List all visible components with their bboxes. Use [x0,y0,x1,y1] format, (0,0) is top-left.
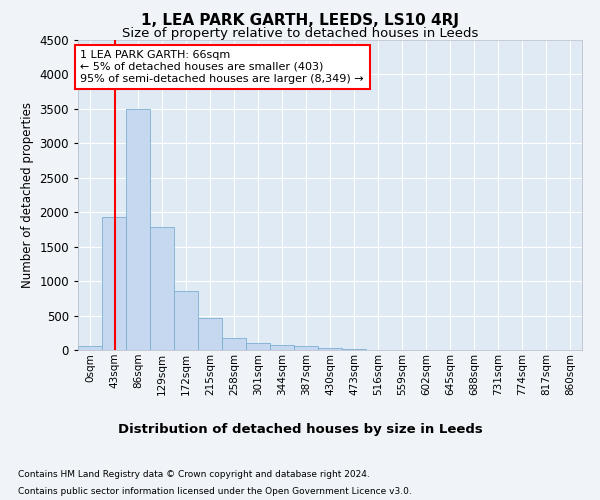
Bar [78,346,102,350]
Text: Size of property relative to detached houses in Leeds: Size of property relative to detached ho… [122,28,478,40]
Bar [246,343,270,350]
Bar [126,109,150,350]
Bar [198,318,222,350]
Bar [174,291,198,350]
Bar [102,217,126,350]
Text: Contains HM Land Registry data © Crown copyright and database right 2024.: Contains HM Land Registry data © Crown c… [18,470,370,479]
Bar [294,346,318,350]
Bar [270,345,294,350]
Text: Distribution of detached houses by size in Leeds: Distribution of detached houses by size … [118,422,482,436]
Bar [150,228,174,350]
Bar [318,348,342,350]
Text: 1, LEA PARK GARTH, LEEDS, LS10 4RJ: 1, LEA PARK GARTH, LEEDS, LS10 4RJ [141,12,459,28]
Y-axis label: Number of detached properties: Number of detached properties [21,102,34,288]
Text: 1 LEA PARK GARTH: 66sqm
← 5% of detached houses are smaller (403)
95% of semi-de: 1 LEA PARK GARTH: 66sqm ← 5% of detached… [80,50,364,84]
Bar [222,338,246,350]
Text: Contains public sector information licensed under the Open Government Licence v3: Contains public sector information licen… [18,488,412,496]
